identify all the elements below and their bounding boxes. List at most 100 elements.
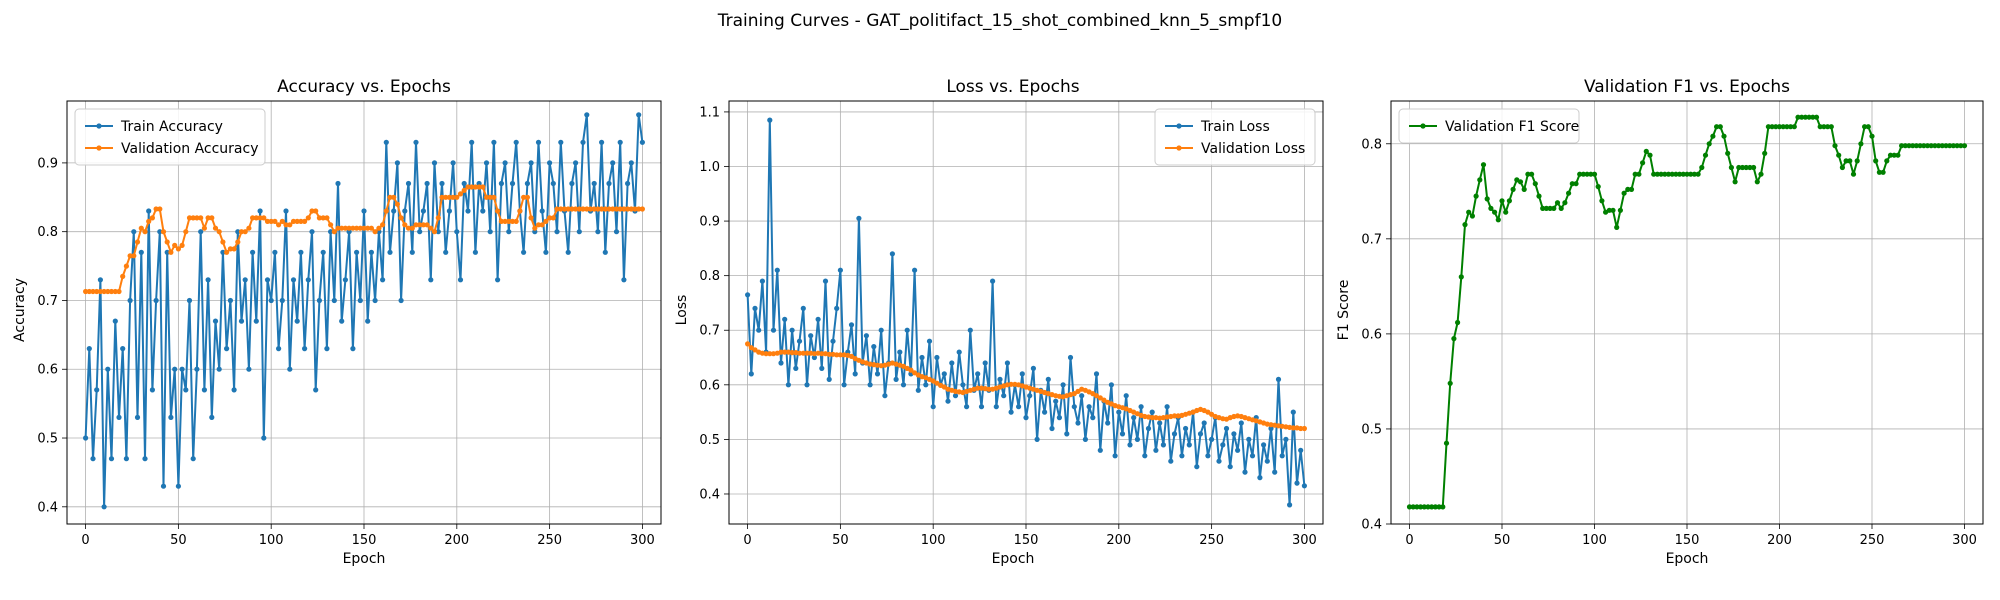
accuracy-data-point <box>495 277 501 283</box>
f1-data-point <box>1599 198 1605 204</box>
f1-data-point <box>1432 504 1438 510</box>
loss-legend-entry: Train Loss <box>1200 119 1270 135</box>
loss-data-point <box>1093 393 1100 399</box>
accuracy-data-point <box>305 215 311 221</box>
loss-data-point <box>967 327 973 333</box>
accuracy-data-point <box>112 288 118 295</box>
loss-data-point <box>1249 453 1256 459</box>
loss-data-point <box>785 382 792 388</box>
accuracy-data-point <box>391 208 397 214</box>
loss-data-point <box>789 350 795 356</box>
accuracy-data-point <box>387 249 393 255</box>
f1-data-point <box>1440 504 1446 510</box>
loss-data-point <box>1034 436 1040 442</box>
f1-data-point <box>1410 504 1416 510</box>
loss-data-point <box>796 350 803 356</box>
accuracy-data-point <box>357 225 363 231</box>
accuracy-data-point <box>227 297 233 304</box>
accuracy-data-point <box>435 229 441 235</box>
accuracy-data-point <box>227 246 233 252</box>
f1-data-point <box>1721 133 1727 139</box>
f1-data-point <box>1847 158 1853 164</box>
accuracy-data-point <box>264 218 271 224</box>
accuracy-data-point <box>420 222 426 228</box>
f1-data-point <box>1865 124 1871 130</box>
f1-data-point <box>1617 207 1623 213</box>
accuracy-data-point <box>595 206 601 212</box>
accuracy-data-point <box>216 366 222 372</box>
f1-data-point <box>1640 160 1646 166</box>
f1-data-point <box>1484 196 1490 202</box>
accuracy-data-point <box>279 218 285 224</box>
accuracy-data-point <box>175 483 181 489</box>
f1-data-point <box>1743 164 1749 171</box>
accuracy-data-point <box>509 218 516 224</box>
f1-x-tick-label: 50 <box>1494 533 1511 548</box>
accuracy-data-point <box>528 215 534 221</box>
loss-data-point <box>767 351 773 357</box>
loss-data-point <box>804 382 810 388</box>
loss-data-point <box>1075 420 1081 426</box>
f1-legend-entry: Validation F1 Score <box>1445 119 1579 135</box>
accuracy-data-point <box>539 222 545 228</box>
f1-x-tick-label: 250 <box>1860 533 1885 548</box>
accuracy-data-point <box>190 456 196 462</box>
loss-data-point <box>1131 415 1137 421</box>
accuracy-data-point <box>535 222 542 228</box>
accuracy-data-point <box>339 318 345 324</box>
accuracy-data-point <box>198 215 204 221</box>
accuracy-data-point <box>420 208 426 214</box>
f1-data-point <box>1710 133 1716 139</box>
accuracy-data-point <box>513 139 519 145</box>
f1-data-point <box>1566 190 1572 196</box>
accuracy-data-point <box>476 184 482 190</box>
accuracy-data-point <box>495 208 501 214</box>
loss-data-point <box>1268 425 1274 432</box>
accuracy-data-point <box>599 139 605 145</box>
loss-data-point <box>1016 404 1022 410</box>
f1-data-point <box>1595 184 1601 190</box>
f1-data-point <box>1606 207 1612 213</box>
f1-data-point <box>1821 124 1827 130</box>
accuracy-data-point <box>339 225 345 231</box>
accuracy-data-point <box>287 222 293 228</box>
accuracy-data-point <box>257 208 263 214</box>
accuracy-data-point <box>90 288 96 295</box>
accuracy-data-point <box>506 229 512 235</box>
accuracy-data-point <box>602 249 608 255</box>
accuracy-data-point <box>584 206 590 212</box>
f1-data-point <box>1558 205 1564 211</box>
loss-legend-box <box>1154 108 1316 166</box>
loss-data-point <box>1298 447 1304 453</box>
accuracy-data-point <box>621 206 627 212</box>
loss-data-point <box>1149 409 1155 415</box>
loss-data-point <box>848 322 855 328</box>
f1-data-point <box>1691 171 1697 177</box>
f1-data-point <box>1466 209 1472 215</box>
loss-data-point <box>867 382 873 388</box>
accuracy-data-point <box>428 277 434 283</box>
accuracy-data-point <box>383 208 389 214</box>
accuracy-data-point <box>383 139 389 145</box>
loss-data-point <box>986 386 992 392</box>
loss-data-point <box>1067 354 1074 361</box>
accuracy-data-point <box>201 225 207 231</box>
f1-data-point <box>1887 152 1894 158</box>
accuracy-data-point <box>83 435 89 441</box>
accuracy-data-point <box>521 249 527 255</box>
accuracy-data-point <box>350 346 356 352</box>
f1-data-point <box>1429 504 1435 510</box>
f1-data-point <box>1621 190 1627 196</box>
accuracy-data-point <box>153 206 159 212</box>
loss-data-point <box>915 387 921 393</box>
loss-data-point <box>1019 371 1025 377</box>
accuracy-data-point <box>83 288 89 295</box>
loss-data-point <box>1105 420 1111 426</box>
loss-data-point <box>1145 425 1152 432</box>
f1-panel-title: Validation F1 vs. Epochs <box>1584 77 1790 97</box>
accuracy-data-point <box>431 229 438 235</box>
accuracy-data-point <box>584 112 590 118</box>
accuracy-data-point <box>316 297 322 304</box>
loss-data-point <box>930 404 936 410</box>
f1-data-point <box>1813 114 1820 120</box>
